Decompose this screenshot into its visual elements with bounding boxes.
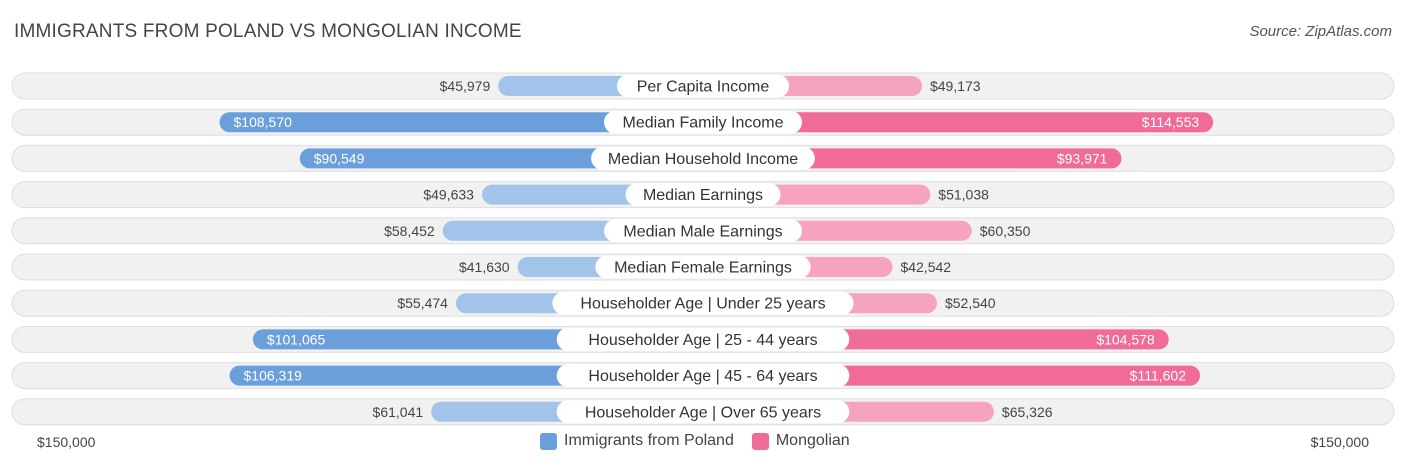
category-label: Median Household Income: [608, 151, 798, 168]
axis-left-label: $150,000: [37, 434, 96, 450]
legend-swatch-poland: [540, 432, 557, 450]
value-label-mongolian: $60,350: [980, 223, 1031, 239]
legend: Immigrants from Poland Mongolian: [540, 432, 868, 450]
value-label-poland: $101,065: [267, 331, 326, 347]
value-label-mongolian: $51,038: [938, 187, 989, 203]
chart-title: IMMIGRANTS FROM POLAND VS MONGOLIAN INCO…: [14, 21, 522, 42]
value-label-mongolian: $93,971: [1057, 150, 1108, 166]
legend-label-poland: Immigrants from Poland: [564, 432, 734, 449]
value-label-poland: $45,979: [440, 78, 491, 94]
value-label-poland: $106,319: [244, 368, 303, 384]
category-pill: [616, 74, 790, 98]
legend-item-mongolian: Mongolian: [751, 432, 850, 450]
value-label-poland: $41,630: [459, 259, 510, 275]
category-label: Householder Age | 45 - 64 years: [588, 368, 817, 385]
category-pill: [556, 364, 850, 388]
category-label: Median Family Income: [623, 115, 784, 132]
category-label: Householder Age | Under 25 years: [580, 296, 825, 313]
value-label-poland: $58,452: [384, 223, 435, 239]
value-label-mongolian: $42,542: [900, 259, 951, 275]
value-label-poland: $90,549: [314, 150, 365, 166]
value-label-poland: $108,570: [234, 114, 293, 130]
value-label-poland: $49,633: [423, 187, 474, 203]
axis-right-label: $150,000: [1310, 434, 1369, 450]
category-pill: [604, 219, 802, 243]
bar-poland: [219, 112, 704, 133]
category-label: Median Male Earnings: [623, 223, 782, 240]
category-pill: [591, 146, 815, 170]
category-pill: [595, 255, 811, 279]
category-label: Householder Age | 25 - 44 years: [588, 332, 817, 349]
category-label: Median Earnings: [643, 187, 763, 204]
source-note: Source: ZipAtlas.com: [1249, 23, 1392, 40]
value-label-poland: $61,041: [373, 404, 424, 420]
value-label-mongolian: $104,578: [1096, 331, 1155, 347]
legend-label-mongolian: Mongolian: [775, 432, 850, 449]
category-pill: [604, 110, 802, 134]
legend-item-poland: Immigrants from Poland: [540, 432, 734, 450]
bar-mongolian: [703, 112, 1214, 133]
category-label: Median Female Earnings: [614, 260, 792, 277]
value-label-mongolian: $49,173: [930, 78, 981, 94]
category-pill: [556, 327, 850, 351]
value-label-mongolian: $52,540: [945, 295, 996, 311]
category-label: Householder Age | Over 65 years: [585, 404, 821, 421]
category-pill: [625, 183, 781, 207]
value-label-mongolian: $114,553: [1142, 114, 1200, 130]
category-pill: [552, 291, 854, 315]
legend-swatch-mongolian: [751, 432, 769, 450]
value-label-mongolian: $111,602: [1130, 368, 1187, 384]
value-label-poland: $55,474: [397, 295, 448, 311]
category-label: Per Capita Income: [637, 79, 770, 96]
value-label-mongolian: $65,326: [1002, 404, 1053, 420]
category-pill: [556, 400, 850, 424]
